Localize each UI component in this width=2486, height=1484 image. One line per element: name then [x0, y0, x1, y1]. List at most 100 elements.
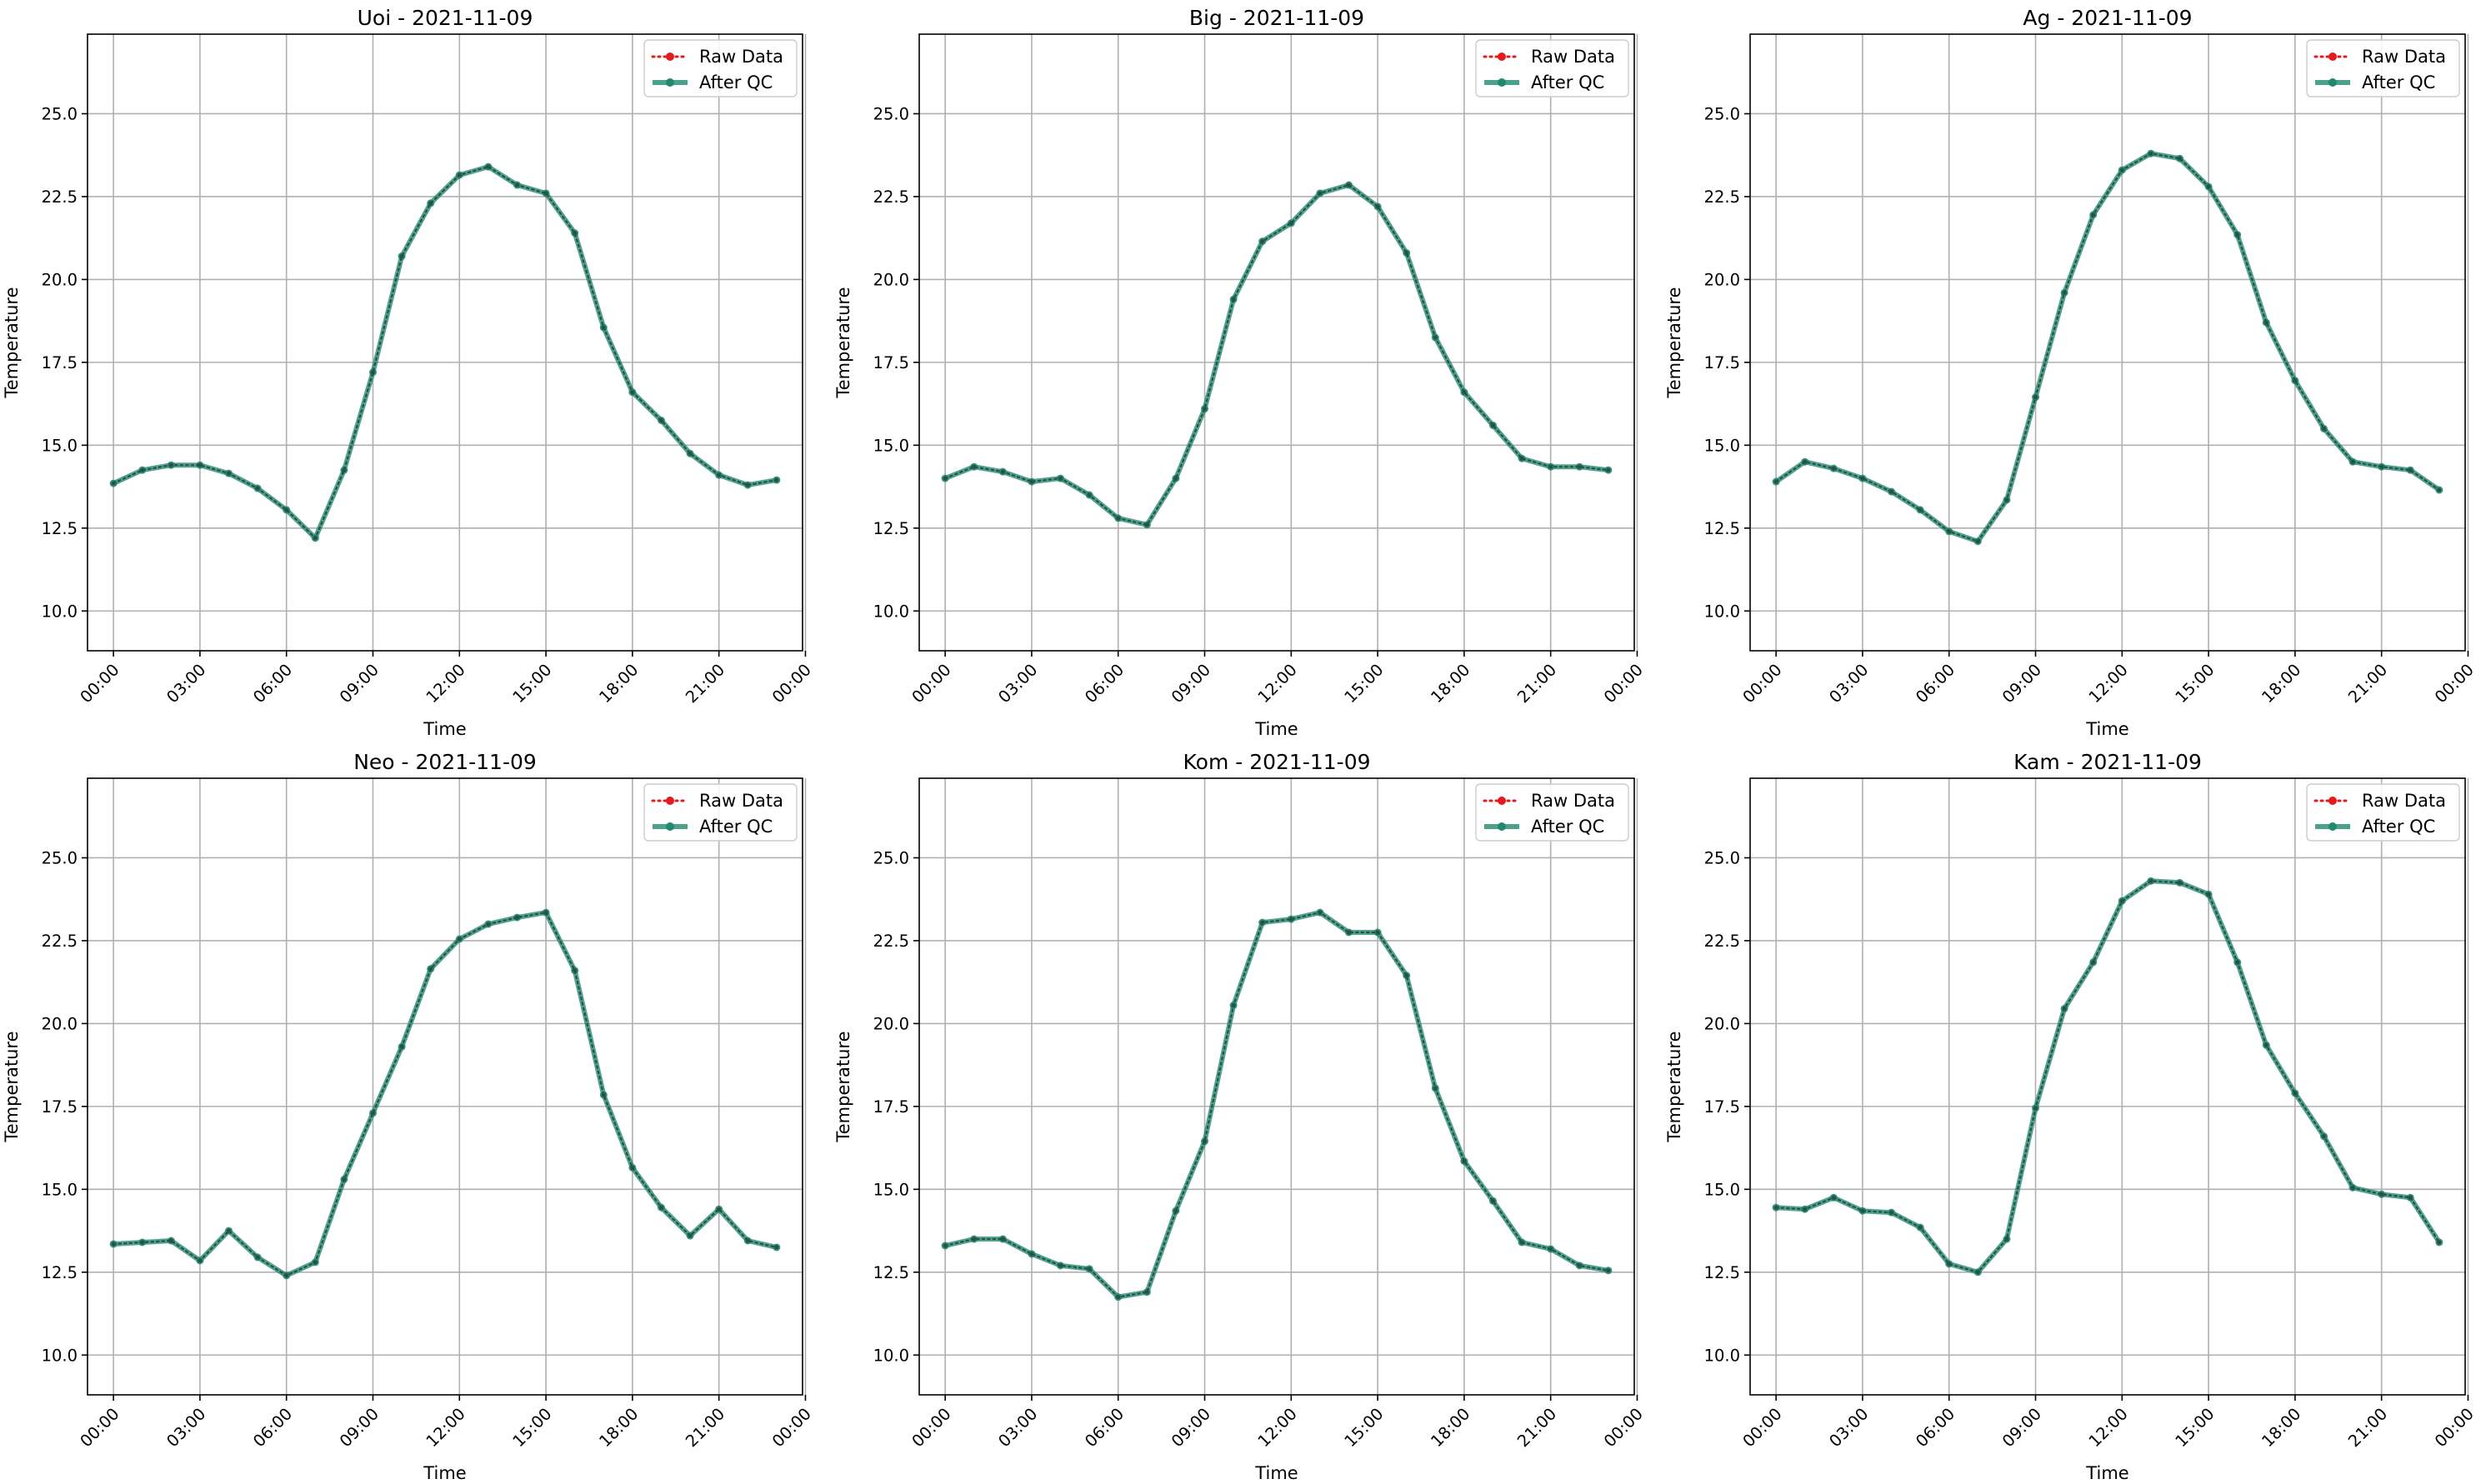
point-raw-data — [1947, 529, 1952, 534]
y-tick-label: 15.0 — [1704, 1180, 1740, 1199]
legend-label-after-qc: After QC — [699, 817, 773, 837]
point-raw-data — [428, 967, 433, 972]
x-tick-label: 18:00 — [595, 1404, 642, 1451]
point-raw-data — [1831, 1195, 1836, 1200]
legend-marker-after-qc — [666, 822, 674, 831]
x-tick-label: 09:00 — [336, 660, 383, 707]
x-tick-label: 18:00 — [2258, 1404, 2304, 1451]
point-raw-data — [1918, 1225, 1923, 1230]
point-raw-data — [1860, 476, 1865, 481]
x-axis-label: Time — [1254, 719, 1298, 739]
plot-frame — [1749, 777, 2466, 1396]
plot-frame — [87, 33, 803, 652]
y-tick-label: 12.5 — [1704, 1263, 1740, 1282]
plot-frame — [1749, 33, 2466, 652]
point-raw-data — [457, 172, 462, 177]
point-raw-data — [1490, 422, 1496, 428]
point-raw-data — [2177, 156, 2183, 161]
point-raw-data — [313, 1260, 318, 1265]
y-tick-label: 22.5 — [42, 187, 78, 207]
legend-marker-after-qc — [666, 78, 674, 87]
point-raw-data — [486, 922, 491, 927]
chart-title: Ag - 2021-11-09 — [2023, 6, 2192, 30]
plot-area — [88, 778, 803, 1395]
point-raw-data — [1144, 1290, 1149, 1295]
point-raw-data — [543, 910, 548, 915]
point-raw-data — [168, 462, 173, 467]
chart-title: Kom - 2021-11-09 — [1183, 750, 1371, 774]
point-raw-data — [2119, 167, 2124, 172]
y-tick-label: 17.5 — [42, 1097, 78, 1117]
point-raw-data — [1116, 516, 1121, 521]
point-raw-data — [2062, 290, 2067, 295]
x-tick-label: 00:00 — [77, 1404, 123, 1451]
point-raw-data — [342, 467, 347, 472]
point-raw-data — [1888, 489, 1894, 494]
x-tick-label: 12:00 — [423, 1404, 469, 1451]
point-raw-data — [2293, 378, 2298, 383]
point-raw-data — [1375, 930, 1380, 935]
x-tick-label: 03:00 — [163, 660, 209, 707]
point-raw-data — [399, 1044, 404, 1049]
x-tick-label: 12:00 — [423, 660, 469, 707]
point-raw-data — [573, 231, 578, 236]
y-tick-label: 20.0 — [42, 270, 78, 289]
x-tick-label: 03:00 — [163, 1404, 209, 1451]
point-raw-data — [1087, 1267, 1092, 1272]
x-tick-label: 09:00 — [1168, 1404, 1214, 1451]
point-raw-data — [1144, 522, 1149, 527]
x-tick-label: 06:00 — [1081, 1404, 1128, 1451]
y-axis-label: Temperature — [2, 287, 22, 398]
x-tick-label: 21:00 — [682, 660, 728, 707]
plot-frame — [918, 33, 1635, 652]
point-raw-data — [428, 201, 433, 206]
point-raw-data — [2091, 960, 2096, 965]
point-raw-data — [1231, 1002, 1236, 1008]
point-raw-data — [2235, 960, 2240, 965]
point-raw-data — [255, 1255, 260, 1260]
x-tick-label: 00:00 — [768, 660, 815, 707]
y-tick-label: 12.5 — [42, 1263, 78, 1282]
legend-marker-raw-data — [2328, 52, 2337, 61]
point-raw-data — [2350, 459, 2355, 464]
y-tick-label: 25.0 — [1704, 104, 1740, 123]
series-line-raw-data — [1775, 152, 2440, 543]
point-raw-data — [601, 325, 606, 330]
point-raw-data — [168, 1238, 173, 1243]
point-raw-data — [2206, 892, 2211, 897]
legend-marker-raw-data — [2328, 797, 2337, 805]
point-raw-data — [1202, 1139, 1208, 1144]
point-raw-data — [1346, 182, 1352, 187]
y-tick-label: 15.0 — [42, 1180, 78, 1199]
point-raw-data — [1773, 479, 1778, 484]
legend-label-raw-data: Raw Data — [699, 47, 783, 67]
point-raw-data — [2437, 487, 2442, 492]
x-tick-label: 18:00 — [1427, 1404, 1473, 1451]
point-raw-data — [1000, 1237, 1005, 1242]
point-raw-data — [745, 1238, 750, 1243]
point-raw-data — [1918, 507, 1923, 512]
point-raw-data — [1116, 1295, 1121, 1300]
x-axis-label: Time — [2085, 1463, 2128, 1483]
point-raw-data — [630, 390, 635, 395]
y-tick-label: 15.0 — [1704, 436, 1740, 455]
x-tick-label: 15:00 — [2172, 1404, 2218, 1451]
point-raw-data — [774, 1245, 779, 1250]
legend: Raw Data After QC — [2306, 39, 2460, 97]
x-tick-label: 06:00 — [249, 1404, 296, 1451]
point-raw-data — [2033, 1106, 2038, 1111]
point-raw-data — [2148, 151, 2153, 156]
x-tick-label: 18:00 — [2258, 660, 2304, 707]
point-raw-data — [774, 477, 779, 482]
legend-label-after-qc: After QC — [2362, 817, 2435, 837]
point-raw-data — [111, 481, 116, 486]
legend-label-raw-data: Raw Data — [1531, 791, 1615, 811]
chart-panel-3: 00:00 03:00 06:00 09:00 12:00 15:00 18:00 21:00… — [2, 750, 815, 1483]
x-axis-label: Time — [1254, 1463, 1298, 1483]
series-line-raw-data — [943, 183, 1610, 527]
y-tick-label: 12.5 — [42, 519, 78, 538]
y-tick-label: 20.0 — [1704, 270, 1740, 289]
point-raw-data — [226, 1228, 232, 1233]
x-tick-label: 09:00 — [336, 1404, 383, 1451]
plot-area — [919, 778, 1634, 1395]
